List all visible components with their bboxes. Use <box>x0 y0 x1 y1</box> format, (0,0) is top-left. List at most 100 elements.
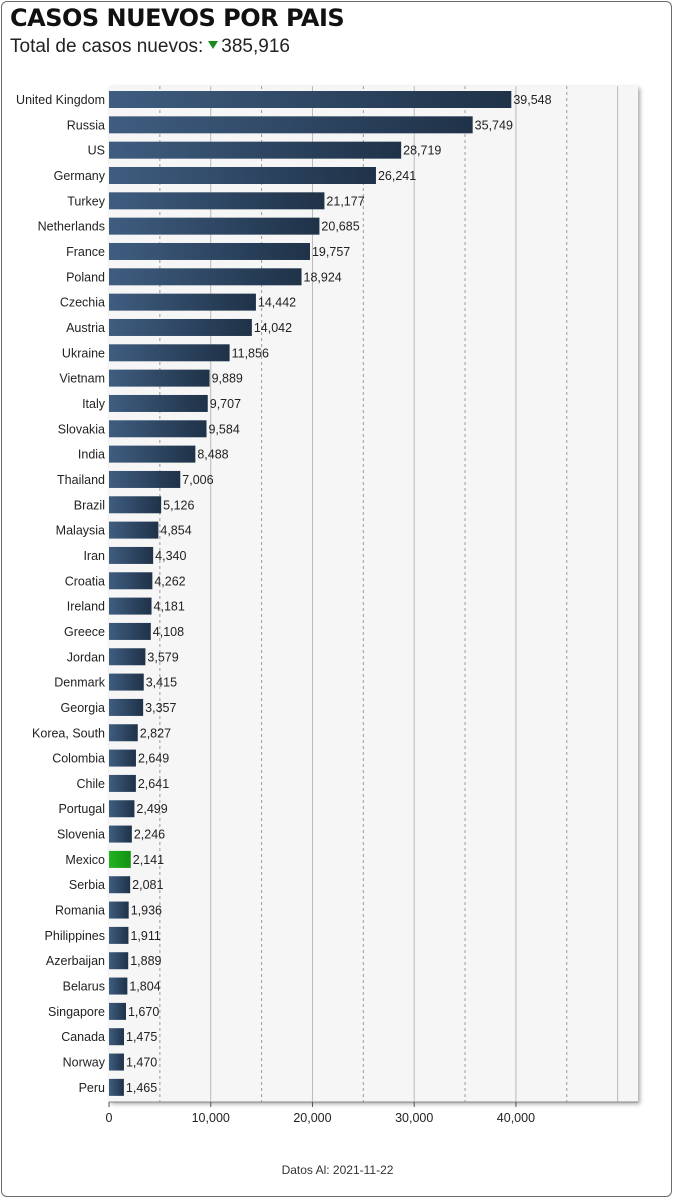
value-label: 4,854 <box>160 524 191 538</box>
value-label: 39,548 <box>513 93 551 107</box>
category-label: Ukraine <box>62 346 105 360</box>
value-label: 1,470 <box>126 1056 157 1070</box>
value-label: 1,936 <box>131 904 162 918</box>
category-label: Czechia <box>60 296 105 310</box>
bar-france <box>109 242 310 260</box>
category-label: Mexico <box>65 853 105 867</box>
bar-united-kingdom <box>109 91 512 108</box>
x-tick-label: 0 <box>106 1111 113 1125</box>
category-label: Vietnam <box>59 372 105 386</box>
down-triangle-icon <box>208 41 219 49</box>
category-label: Canada <box>61 1030 105 1044</box>
category-label: Malaysia <box>56 524 105 538</box>
bar-malaysia <box>109 521 159 539</box>
value-label: 4,262 <box>154 574 185 588</box>
bar-italy <box>109 394 208 412</box>
value-label: 9,707 <box>210 397 241 411</box>
value-label: 1,889 <box>130 954 161 968</box>
category-label: Peru <box>79 1081 105 1095</box>
value-label: 9,584 <box>208 422 239 436</box>
bar-belarus <box>109 977 128 995</box>
category-label: India <box>78 448 105 462</box>
value-label: 9,889 <box>212 372 243 386</box>
bar-denmark <box>109 673 144 691</box>
category-label: Germany <box>54 169 106 183</box>
bar-colombia <box>109 749 136 767</box>
category-label: Jordan <box>67 650 105 664</box>
value-label: 5,126 <box>163 498 194 512</box>
value-label: 4,181 <box>154 600 185 614</box>
category-label: Georgia <box>61 701 106 715</box>
bar-mexico <box>109 850 131 868</box>
bar-ukraine <box>109 344 230 362</box>
category-label: Philippines <box>45 929 105 943</box>
bar-greece <box>109 622 151 640</box>
category-label: Thailand <box>57 473 105 487</box>
bar-germany <box>109 166 376 184</box>
value-label: 35,749 <box>475 118 513 132</box>
value-label: 20,685 <box>321 220 359 234</box>
bar-norway <box>109 1053 124 1071</box>
x-tick-label: 40,000 <box>497 1111 535 1125</box>
category-label: Slovakia <box>58 422 105 436</box>
bar-turkey <box>109 192 325 210</box>
value-label: 2,827 <box>140 726 171 740</box>
category-label: Portugal <box>58 802 105 816</box>
bar-slovenia <box>109 825 132 843</box>
data-date-footer: Datos Al: 2021-11-22 <box>281 1163 394 1177</box>
category-label: Russia <box>67 118 105 132</box>
value-label: 3,415 <box>146 676 177 690</box>
category-label: Norway <box>63 1056 106 1070</box>
category-label: Chile <box>77 777 106 791</box>
value-label: 1,670 <box>128 1005 159 1019</box>
x-tick-label: 20,000 <box>293 1111 331 1125</box>
value-label: 1,911 <box>130 929 160 943</box>
bar-peru <box>109 1078 124 1096</box>
value-label: 18,924 <box>304 270 342 284</box>
value-label: 2,499 <box>136 802 167 816</box>
value-label: 4,340 <box>155 549 186 563</box>
category-label: Colombia <box>52 752 105 766</box>
bars: United Kingdom 39,548 Russia 35,749 US 28,719… <box>16 91 552 1096</box>
category-label: Azerbaijan <box>46 954 105 968</box>
value-label: 8,488 <box>197 448 228 462</box>
category-label: Italy <box>82 397 106 411</box>
bar-croatia <box>109 572 153 590</box>
value-label: 11,856 <box>232 346 269 360</box>
chart-subtitle: Total de casos nuevos: 385,916 <box>10 36 290 58</box>
value-label: 1,475 <box>126 1030 157 1044</box>
category-label: Slovenia <box>57 828 105 842</box>
bar-austria <box>109 318 252 336</box>
value-label: 2,246 <box>134 828 165 842</box>
category-label: Poland <box>66 270 105 284</box>
bar-ireland <box>109 597 152 615</box>
category-label: Iran <box>83 549 105 563</box>
subtitle-value: 385,916 <box>221 36 290 57</box>
category-label: Greece <box>64 625 105 639</box>
bar-india <box>109 445 196 463</box>
bar-korea-south <box>109 724 138 742</box>
bar-singapore <box>109 1002 126 1020</box>
bar-georgia <box>109 698 144 716</box>
bar-thailand <box>109 470 181 488</box>
value-label: 26,241 <box>378 169 416 183</box>
category-label: Ireland <box>67 600 105 614</box>
value-label: 2,641 <box>138 777 169 791</box>
bar-serbia <box>109 876 131 894</box>
value-label: 2,649 <box>138 752 169 766</box>
category-label: Austria <box>66 321 105 335</box>
bar-czechia <box>109 293 256 311</box>
bar-romania <box>109 901 129 919</box>
value-label: 1,804 <box>129 980 160 994</box>
x-tick-label: 30,000 <box>395 1111 433 1125</box>
x-axis: 0 10,000 20,000 30,000 40,000 <box>106 1101 638 1125</box>
bar-jordan <box>109 648 146 666</box>
category-label: Brazil <box>74 498 105 512</box>
category-label: Croatia <box>65 574 105 588</box>
bar-iran <box>109 546 154 564</box>
category-label: Romania <box>55 904 105 918</box>
value-label: 3,357 <box>145 701 176 715</box>
value-label: 2,081 <box>132 878 163 892</box>
x-tick-label: 10,000 <box>192 1111 230 1125</box>
